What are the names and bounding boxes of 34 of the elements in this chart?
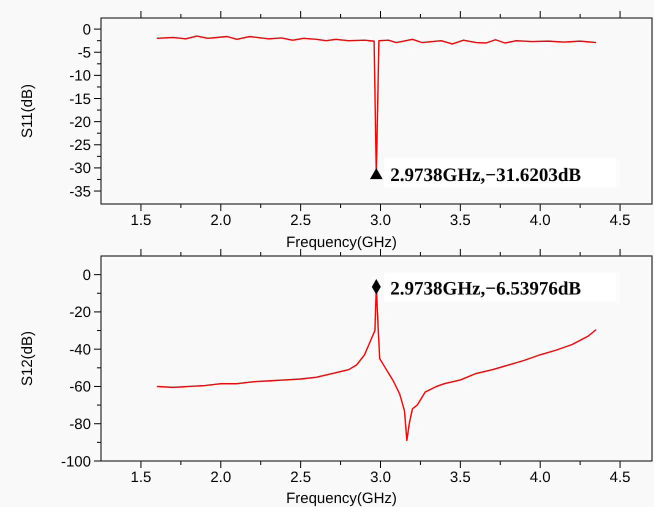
x-tick-label: 2.5 — [290, 212, 312, 229]
y-axis-title: S11(dB) — [19, 84, 36, 138]
x-tick-label: 1.5 — [130, 212, 152, 229]
y-tick-label: -35 — [69, 183, 91, 200]
y-tick-label: -25 — [69, 137, 91, 154]
y-tick-label: -80 — [69, 416, 91, 433]
x-tick-label: 4.5 — [610, 212, 630, 229]
y-tick-label: -30 — [69, 160, 91, 178]
annotation: 2.9738GHz,−6.53976dB — [390, 278, 582, 300]
y-tick-label: -5 — [78, 44, 91, 62]
y-tick-label: -15 — [69, 90, 91, 108]
x-tick-label: 3.0 — [370, 212, 391, 229]
y-tick-label: -20 — [69, 114, 91, 131]
x-axis-title: Frequency(GHz) — [286, 234, 397, 251]
x-tick-label: 3.5 — [450, 469, 471, 486]
x-tick-label: 3.0 — [370, 469, 391, 486]
x-tick-label: 1.5 — [130, 469, 152, 486]
x-tick-label: 4.0 — [530, 469, 551, 486]
annotation: 2.9738GHz,−31.6203dB — [390, 165, 582, 186]
y-tick-label: -60 — [69, 378, 91, 396]
y-tick-label: 0 — [82, 21, 91, 38]
y-tick-label: -100 — [60, 453, 91, 470]
y-tick-label: 0 — [82, 266, 91, 284]
x-axis-title: Frequency(GHz) — [286, 490, 397, 507]
x-tick-label: 2.0 — [210, 212, 232, 229]
y-axis-title: S12(dB) — [19, 330, 36, 386]
x-tick-label: 4.5 — [610, 469, 630, 486]
x-tick-label: 2.5 — [290, 469, 312, 486]
x-tick-label: 2.0 — [210, 469, 232, 486]
x-tick-label: 4.0 — [530, 212, 551, 229]
y-tick-label: -10 — [69, 68, 91, 85]
y-tick-label: -40 — [69, 341, 91, 358]
x-tick-label: 3.5 — [450, 212, 471, 229]
y-tick-label: -20 — [69, 304, 91, 322]
